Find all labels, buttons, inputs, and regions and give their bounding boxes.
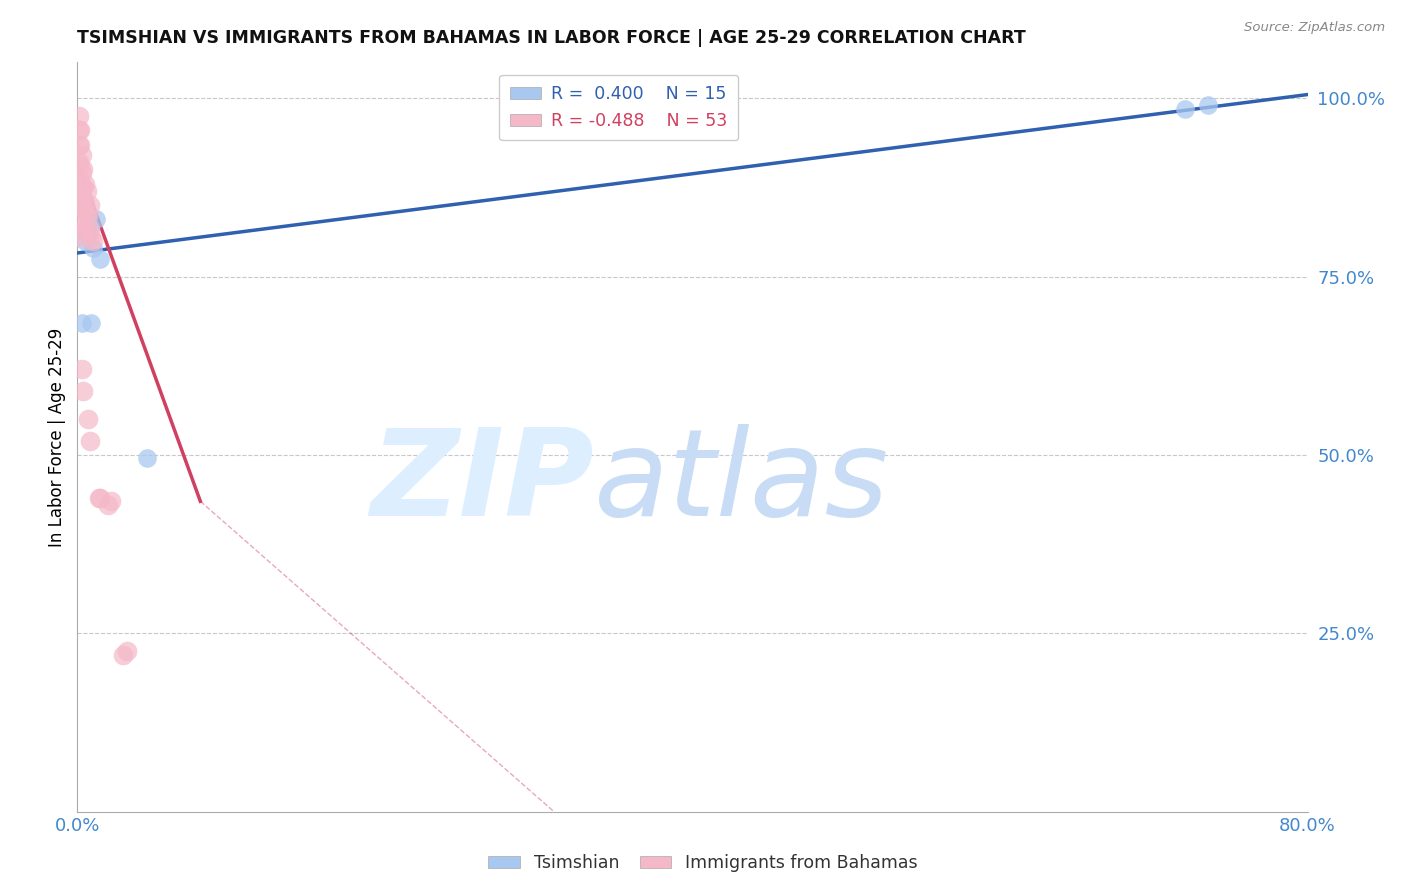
Point	[73, 219, 96, 234]
Point	[73, 194, 96, 209]
Text: atlas: atlas	[595, 424, 890, 541]
Point	[115, 644, 138, 658]
Point	[87, 491, 110, 505]
Point	[72, 223, 94, 237]
Point	[69, 159, 91, 173]
Point	[72, 162, 94, 177]
Point	[1174, 102, 1197, 116]
Text: ZIP: ZIP	[370, 424, 595, 541]
Point	[97, 498, 120, 512]
Point	[67, 109, 90, 123]
Point	[80, 316, 103, 330]
Point	[80, 230, 103, 244]
Point	[100, 494, 122, 508]
Point	[70, 194, 93, 209]
Point	[79, 219, 101, 234]
Point	[1197, 98, 1219, 112]
Point	[73, 177, 96, 191]
Point	[69, 212, 91, 227]
Point	[72, 202, 94, 216]
Text: TSIMSHIAN VS IMMIGRANTS FROM BAHAMAS IN LABOR FORCE | AGE 25-29 CORRELATION CHAR: TSIMSHIAN VS IMMIGRANTS FROM BAHAMAS IN …	[77, 29, 1026, 47]
Text: Source: ZipAtlas.com: Source: ZipAtlas.com	[1244, 21, 1385, 34]
Point	[70, 166, 93, 180]
Point	[77, 209, 100, 223]
Point	[67, 155, 90, 169]
Point	[79, 434, 101, 448]
Point	[72, 180, 94, 194]
Point	[70, 316, 93, 330]
Point	[79, 223, 101, 237]
Point	[67, 137, 90, 152]
Y-axis label: In Labor Force | Age 25-29: In Labor Force | Age 25-29	[48, 327, 66, 547]
Point	[69, 137, 91, 152]
Point	[73, 198, 96, 212]
Point	[89, 252, 111, 266]
Point	[72, 384, 94, 398]
Point	[73, 234, 96, 248]
Point	[112, 648, 135, 662]
Point	[69, 230, 91, 244]
Point	[67, 187, 90, 202]
Point	[79, 198, 101, 212]
Point	[76, 184, 98, 198]
Point	[69, 123, 91, 137]
Point	[135, 451, 157, 466]
Legend: R =  0.400    N = 15, R = -0.488    N = 53: R = 0.400 N = 15, R = -0.488 N = 53	[499, 75, 738, 140]
Point	[77, 227, 100, 241]
Point	[69, 177, 91, 191]
Point	[89, 491, 111, 505]
Point	[72, 180, 94, 194]
Point	[84, 212, 107, 227]
Point	[76, 205, 98, 219]
Point	[67, 173, 90, 187]
Point	[76, 209, 98, 223]
Point	[67, 123, 90, 137]
Legend: Tsimshian, Immigrants from Bahamas: Tsimshian, Immigrants from Bahamas	[481, 847, 925, 879]
Point	[70, 187, 93, 202]
Point	[70, 148, 93, 162]
Point	[82, 234, 104, 248]
Point	[77, 412, 100, 426]
Point	[70, 362, 93, 376]
Point	[82, 241, 104, 255]
Point	[69, 194, 91, 209]
Point	[69, 184, 91, 198]
